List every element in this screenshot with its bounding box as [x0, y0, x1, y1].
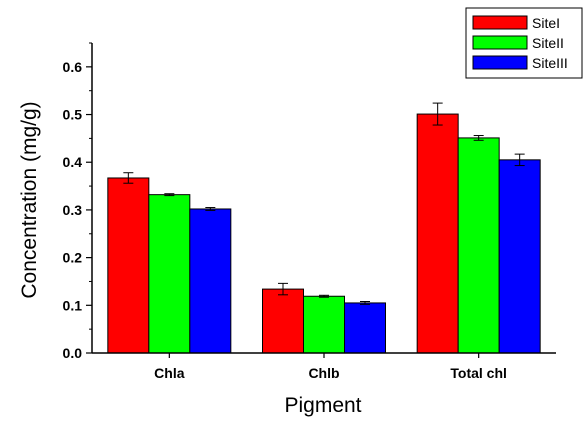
bar-sitei-2: [416, 113, 459, 354]
bar-sitei-1: [262, 288, 304, 354]
bar-siteii-0: [148, 194, 191, 354]
x-tick-label: Total chl: [450, 365, 507, 381]
bar-siteii-1: [303, 295, 345, 354]
legend-swatch-sitei: [472, 15, 528, 30]
y-tick-label: 0.6: [63, 59, 83, 75]
x-axis-title: Pigment: [284, 394, 361, 417]
legend-label-siteiii: SiteIII: [532, 55, 568, 71]
y-tick-label: 0.4: [63, 154, 83, 170]
labels-layer: Chla Chlb Total chl 0.0 0.1 0.2 0.3 0.4 0.5 0.6: [63, 59, 507, 381]
y-axis-title: Concentration (mg/g): [18, 101, 41, 298]
y-tick-label: 0.0: [63, 345, 83, 361]
y-tick-label: 0.3: [63, 202, 83, 218]
legend-swatch-siteiii: [472, 55, 528, 70]
bar-siteii-2: [457, 137, 500, 354]
legend-swatch-siteii: [472, 35, 528, 50]
bar-siteiii-1: [344, 302, 386, 354]
legend: SiteI SiteII SiteIII: [465, 7, 583, 79]
bar-siteiii-0: [189, 208, 232, 354]
bars-layer: [107, 102, 541, 354]
legend-label-sitei: SiteI: [532, 15, 560, 31]
legend-label-siteii: SiteII: [532, 35, 564, 51]
bar-sitei-0: [107, 177, 150, 354]
bar-siteiii-2: [498, 159, 541, 354]
axes-layer: [86, 42, 556, 358]
x-tick-label: Chla: [154, 365, 185, 381]
y-tick-label: 0.5: [63, 107, 83, 123]
y-tick-label: 0.1: [63, 297, 83, 313]
y-tick-label: 0.2: [63, 250, 83, 266]
x-tick-label: Chlb: [308, 365, 339, 381]
